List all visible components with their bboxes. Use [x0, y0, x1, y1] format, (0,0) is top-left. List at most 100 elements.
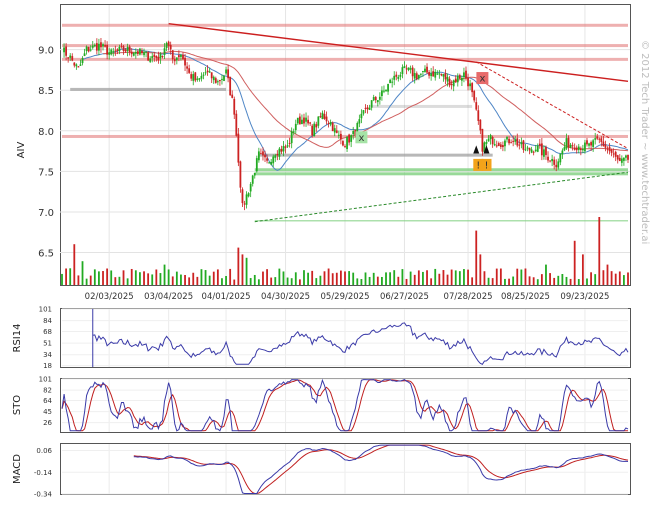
volume-bar [438, 273, 441, 285]
sto-axis-title: STO [12, 395, 23, 415]
volume-bar [69, 268, 72, 285]
candle-body [130, 51, 133, 55]
signal-marker-box [355, 131, 368, 144]
alert-marker-box [473, 158, 484, 171]
candle-body [403, 66, 406, 69]
candle-body [198, 78, 201, 80]
candle-body [184, 57, 186, 66]
candle-body [83, 53, 86, 56]
candle-body [239, 161, 242, 188]
candle-body [516, 138, 519, 146]
candle-body [391, 81, 394, 83]
volume-bar [426, 270, 428, 285]
candle-body [331, 122, 334, 132]
volume-bar [446, 274, 449, 285]
candle-body [444, 73, 447, 80]
sto-line [61, 378, 629, 432]
candle-body [141, 50, 143, 54]
x-tick-label: 04/30/2025 [261, 292, 310, 302]
resistance-level [62, 57, 628, 61]
candle-body [520, 142, 523, 145]
volume-bar [561, 274, 564, 285]
candle-body [415, 73, 418, 80]
volume-bar [134, 270, 137, 285]
volume-bar [73, 244, 76, 285]
volume-bar [528, 276, 531, 285]
volume-bar [565, 276, 568, 285]
candle-body [202, 74, 205, 76]
sto-tick-label: 101 [39, 376, 52, 384]
candle-body [257, 151, 260, 161]
signal-marker-x: x [479, 74, 485, 85]
price-tick-label: 9.0 [38, 46, 54, 57]
candle-body [497, 143, 500, 146]
candle-body [120, 45, 123, 47]
rsi-tick-label: 101 [39, 306, 52, 314]
volume-bar [257, 279, 260, 285]
candle-body [149, 58, 152, 62]
candle-body [471, 83, 474, 93]
volume-bar [393, 270, 396, 285]
x-tick-label: 06/27/2025 [380, 292, 429, 302]
candle-body [504, 140, 506, 147]
candle-body [116, 49, 119, 51]
candle-body [303, 117, 305, 124]
volume-bar [93, 269, 96, 285]
candle-body [292, 131, 295, 133]
candle-body [381, 90, 383, 97]
candle-body [438, 73, 441, 75]
candle-body [301, 119, 303, 125]
volume-bar [618, 271, 621, 285]
candle-body [77, 66, 80, 68]
volume-bars [61, 217, 629, 285]
candle-body [235, 113, 238, 136]
volume-bar [327, 268, 330, 285]
volume-bar [65, 268, 68, 285]
volume-bar [319, 275, 322, 285]
candle-body [456, 75, 459, 83]
volume-bar [208, 275, 211, 285]
candle-body [182, 54, 184, 60]
candle-body [147, 52, 150, 61]
candle-body [602, 141, 605, 147]
volume-bar [463, 269, 465, 285]
volume-bar [356, 278, 359, 285]
volume-bar [483, 271, 486, 285]
x-tick-label: 03/04/2025 [144, 292, 193, 302]
candle-body [264, 154, 266, 158]
volume-bar [405, 278, 408, 285]
candle-body [545, 146, 547, 156]
volume-bar [303, 270, 305, 285]
candle-body [333, 128, 336, 133]
candle-body [499, 144, 502, 148]
candle-body [95, 43, 98, 51]
candle-body [614, 151, 617, 157]
rsi-tick-label: 84 [43, 317, 52, 325]
candle-body [294, 123, 297, 131]
volume-bar [204, 270, 207, 285]
candle-body [260, 153, 262, 155]
volume-bar [188, 277, 191, 285]
candle-body [229, 76, 232, 96]
volume-bar [118, 276, 121, 285]
volume-bar [167, 269, 170, 285]
candle-body [298, 116, 301, 125]
candle-body [223, 75, 225, 81]
candle-body [186, 66, 188, 69]
candle-body [317, 116, 320, 126]
candle-body [344, 146, 346, 148]
volume-bar [430, 278, 433, 285]
candle-body [192, 74, 195, 81]
candle-body [590, 142, 592, 146]
candle-body [85, 46, 88, 51]
candle-body [276, 153, 279, 156]
volume-bar [614, 273, 617, 285]
signal-marker-box [476, 72, 489, 85]
x-tick-label: 08/25/2025 [501, 292, 550, 302]
candle-body [87, 46, 90, 52]
volume-bar [487, 277, 490, 285]
candle-body [358, 119, 361, 124]
candle-body [526, 147, 529, 149]
volume-bar [413, 274, 416, 285]
